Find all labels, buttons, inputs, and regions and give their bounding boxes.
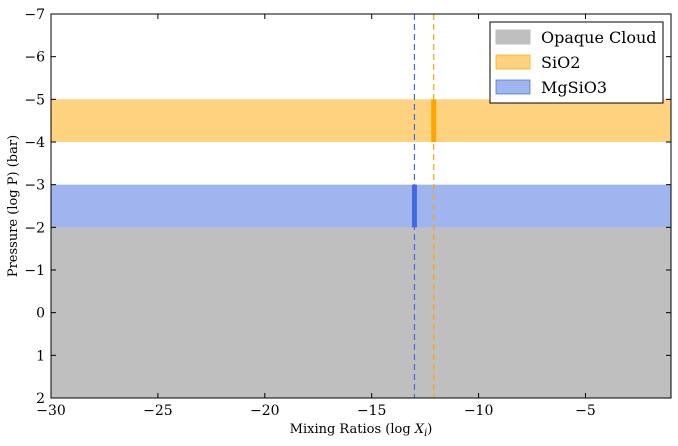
band-sio2	[51, 99, 671, 142]
legend-label-mgsio3: MgSiO3	[541, 78, 607, 97]
x-tick-label: −5	[575, 403, 596, 419]
y-tick-label: 1	[36, 348, 45, 364]
marker-sio2	[431, 99, 437, 142]
x-tick-label: −30	[36, 403, 66, 419]
y-tick-label: −6	[24, 50, 45, 66]
band-mgsio3	[51, 184, 671, 228]
legend-label-opaque-cloud: Opaque Cloud	[541, 28, 657, 47]
y-tick-label: 2	[36, 391, 45, 407]
x-axis-label-suffix: )	[427, 422, 432, 437]
marker-mgsio3	[411, 184, 417, 228]
band-opaque-cloud	[51, 227, 671, 398]
x-tick-label: −10	[464, 403, 494, 419]
x-tick-label: −20	[250, 403, 280, 419]
y-tick-label: −7	[24, 7, 45, 23]
plot-frame	[50, 13, 672, 399]
x-axis-label: Mixing Ratios (log Xi)	[290, 422, 433, 439]
legend-swatch-opaque-cloud	[495, 29, 531, 45]
legend: Opaque Cloud SiO2 MgSiO3	[489, 21, 664, 104]
x-tick-label: −25	[143, 403, 173, 419]
y-axis-label: Pressure (log P) (bar)	[6, 135, 21, 277]
x-axis-label-subscript: i	[424, 428, 427, 439]
y-tick-label: −4	[24, 135, 45, 151]
legend-swatch-mgsio3	[495, 79, 531, 95]
mixing-ratio-lines	[411, 14, 437, 398]
y-tick-label: −1	[24, 263, 45, 279]
x-axis-label-var: X	[414, 422, 425, 437]
cloud-bands	[51, 99, 671, 398]
y-tick-label: 0	[36, 306, 45, 322]
legend-swatch-sio2	[495, 54, 531, 70]
x-axis-label-main: Mixing Ratios (log	[290, 422, 415, 437]
legend-label-sio2: SiO2	[541, 53, 580, 72]
y-tick-label: −5	[24, 92, 45, 108]
x-tick-label: −15	[357, 403, 387, 419]
y-tick-label: −3	[24, 178, 45, 194]
y-tick-label: −2	[24, 220, 45, 236]
